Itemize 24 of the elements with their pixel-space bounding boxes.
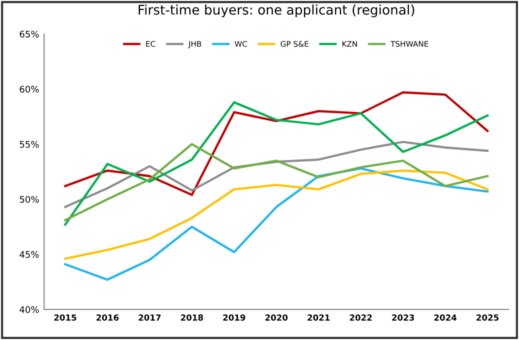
x-tick-label: 2025: [476, 314, 499, 321]
x-tick-label: 2019: [223, 314, 246, 321]
y-tick-label: 65%: [20, 30, 39, 38]
x-tick-label: 2018: [180, 314, 203, 321]
y-tick-label: 45%: [20, 251, 39, 258]
line-series: [64, 101, 489, 226]
x-tick-label: 2016: [96, 314, 119, 321]
y-tick-label: 60%: [20, 86, 39, 93]
x-tick-label: 2020: [265, 314, 288, 321]
x-tick-label: 2024: [434, 314, 456, 321]
y-tick-label: 50%: [20, 196, 39, 203]
line-series: [64, 143, 489, 222]
x-tick-label: 2015: [54, 314, 76, 321]
x-tick-label: 2021: [308, 314, 330, 321]
y-tick-label: 55%: [20, 140, 39, 148]
y-tick-label: 40%: [20, 306, 39, 313]
line-series: [64, 140, 489, 208]
x-tick-label: 2023: [392, 314, 414, 321]
chart-title: First-time buyers: one applicant (regional): [138, 4, 414, 18]
line-series: [64, 167, 489, 281]
line-series: [64, 91, 489, 196]
x-tick-label: 2017: [138, 314, 161, 321]
line-series: [64, 169, 489, 260]
x-tick-label: 2022: [350, 314, 372, 321]
